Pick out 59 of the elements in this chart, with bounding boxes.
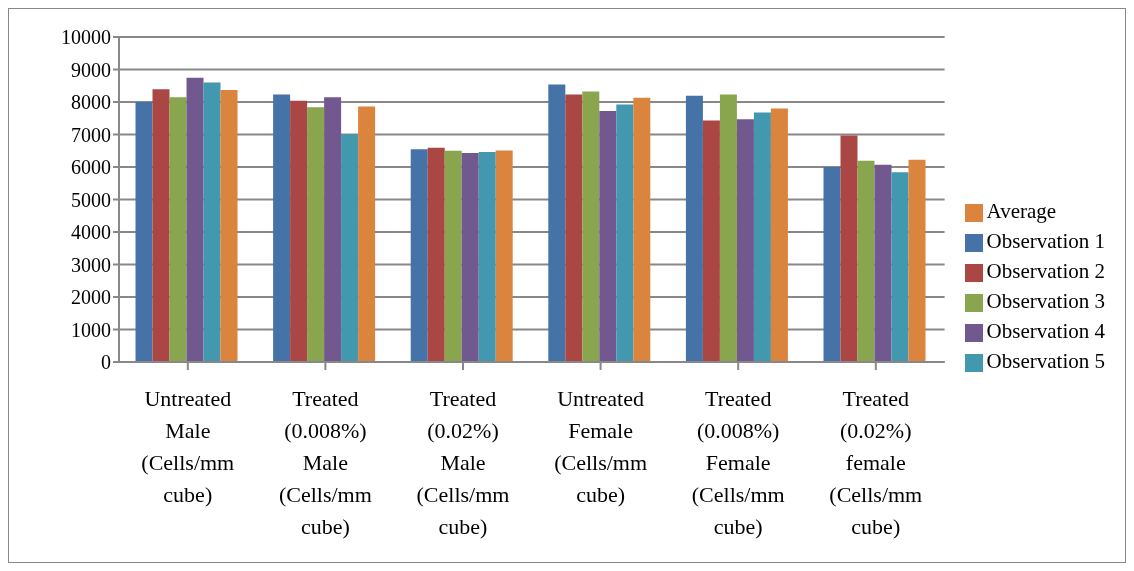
bar — [599, 111, 617, 362]
bar — [186, 77, 204, 362]
y-tick-label: 4000 — [71, 221, 111, 244]
bar — [565, 94, 583, 362]
bar — [461, 153, 479, 362]
legend-label: Observation 2 — [986, 258, 1105, 283]
bar — [685, 95, 703, 362]
y-tick-label: 2000 — [71, 286, 111, 309]
y-tick-label: 0 — [101, 351, 111, 374]
bar — [358, 106, 376, 362]
bar — [753, 112, 771, 362]
bar — [427, 147, 445, 362]
y-tick-label: 8000 — [71, 91, 111, 114]
legend-label: Observation 3 — [986, 288, 1105, 313]
bar — [495, 150, 513, 362]
bar — [633, 97, 651, 362]
y-tick-label: 7000 — [71, 123, 111, 146]
bar — [341, 134, 359, 362]
y-tick-label: 10000 — [61, 26, 111, 49]
bar — [324, 97, 342, 362]
x-tick-label: Treated (0.008%) Male (Cells/mm cube) — [278, 386, 372, 539]
bar — [840, 135, 858, 362]
bar — [719, 94, 737, 362]
bar — [203, 82, 221, 362]
y-tick-label: 3000 — [71, 253, 111, 276]
x-tick-label: Treated (0.008%) Female (Cells/mm cube) — [691, 386, 785, 539]
legend-label: Average — [986, 198, 1057, 223]
bar — [582, 91, 600, 362]
bar — [891, 172, 909, 362]
y-tick-label: 6000 — [71, 156, 111, 179]
bar — [736, 119, 754, 362]
y-tick-label: 1000 — [71, 318, 111, 341]
bar — [273, 94, 291, 362]
y-tick-label: 9000 — [71, 58, 111, 81]
bar — [823, 167, 841, 362]
bar — [548, 84, 566, 362]
bar — [410, 149, 428, 362]
bar — [874, 164, 892, 362]
bar — [220, 89, 238, 362]
bar — [307, 107, 325, 362]
bar — [702, 120, 720, 362]
x-tick-label: Treated (0.02%) female (Cells/mm cube) — [829, 386, 923, 539]
bar — [152, 89, 170, 362]
bar — [135, 102, 153, 362]
bar — [908, 159, 926, 362]
bar — [169, 97, 187, 362]
bar — [478, 152, 496, 362]
x-tick-label: Treated (0.02%) Male (Cells/mm cube) — [416, 386, 510, 539]
bar — [444, 150, 462, 362]
bar — [616, 104, 634, 362]
bar — [770, 108, 788, 362]
legend-label: Observation 5 — [986, 348, 1105, 373]
legend-label: Observation 4 — [986, 318, 1105, 343]
x-tick-label: Untreated Female (Cells/mm cube) — [554, 386, 648, 507]
y-tick-label: 5000 — [71, 188, 111, 211]
x-tick-label: Untreated Male (Cells/mm cube) — [141, 386, 235, 507]
bar — [290, 100, 308, 362]
legend-label: Observation 1 — [986, 228, 1105, 253]
bar — [857, 160, 875, 362]
